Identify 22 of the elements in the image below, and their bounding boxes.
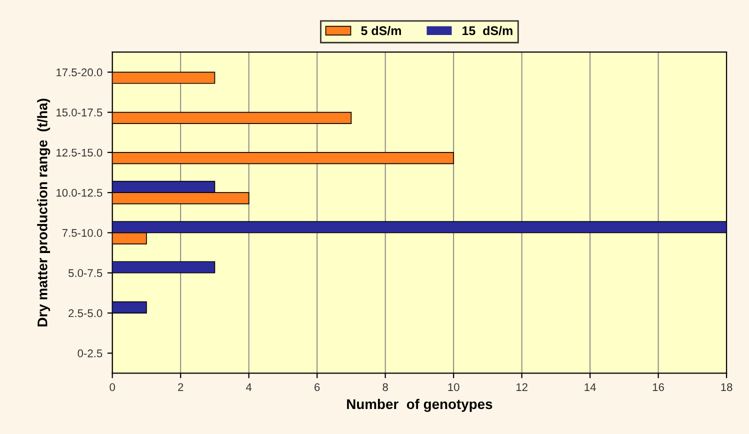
y-tick-label: 15.0-17.5 — [56, 108, 102, 116]
legend-label: 15 dS/m — [462, 26, 512, 36]
x-tick-label: 2 — [178, 383, 184, 392]
x-tick-label: 16 — [652, 383, 664, 392]
x-tick-label: 4 — [246, 383, 252, 392]
x-tick-label: 12 — [516, 383, 528, 392]
x-tick-label: 8 — [382, 383, 388, 392]
x-tick-label: 10 — [448, 383, 460, 392]
x-axis-title: Number of genotypes — [347, 398, 492, 412]
y-tick-label: 0-2.5 — [78, 349, 102, 358]
x-tick-label: 0 — [110, 383, 116, 392]
y-tick-label: 10.0-12.5 — [56, 188, 102, 197]
x-tick-label: 18 — [721, 383, 732, 392]
y-tick-label: 5.0-7.5 — [68, 269, 102, 278]
x-tick-label: 14 — [584, 383, 596, 392]
y-tick-label: 12.5-15.0 — [56, 148, 102, 157]
x-tick-label: 6 — [314, 383, 320, 392]
y-tick-label: 2.5-5.0 — [68, 309, 102, 318]
legend-label: 5 dS/m — [361, 26, 401, 36]
y-tick-label: 17.5-20.0 — [56, 68, 102, 76]
y-axis-title: Dry matter production range (t/ha) — [37, 98, 50, 326]
y-tick-label: 7.5-10.0 — [62, 229, 102, 237]
